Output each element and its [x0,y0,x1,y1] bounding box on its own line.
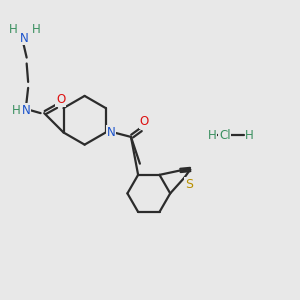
Text: H: H [12,104,21,117]
Text: H: H [245,129,254,142]
Text: Cl: Cl [219,129,231,142]
Text: S: S [185,178,193,190]
Text: N: N [20,32,29,45]
Text: H: H [9,23,18,36]
Text: N: N [107,126,116,139]
Text: O: O [56,93,65,106]
Text: O: O [140,115,149,128]
Text: H: H [207,129,216,142]
Text: N: N [22,104,31,117]
Text: H: H [32,23,41,36]
